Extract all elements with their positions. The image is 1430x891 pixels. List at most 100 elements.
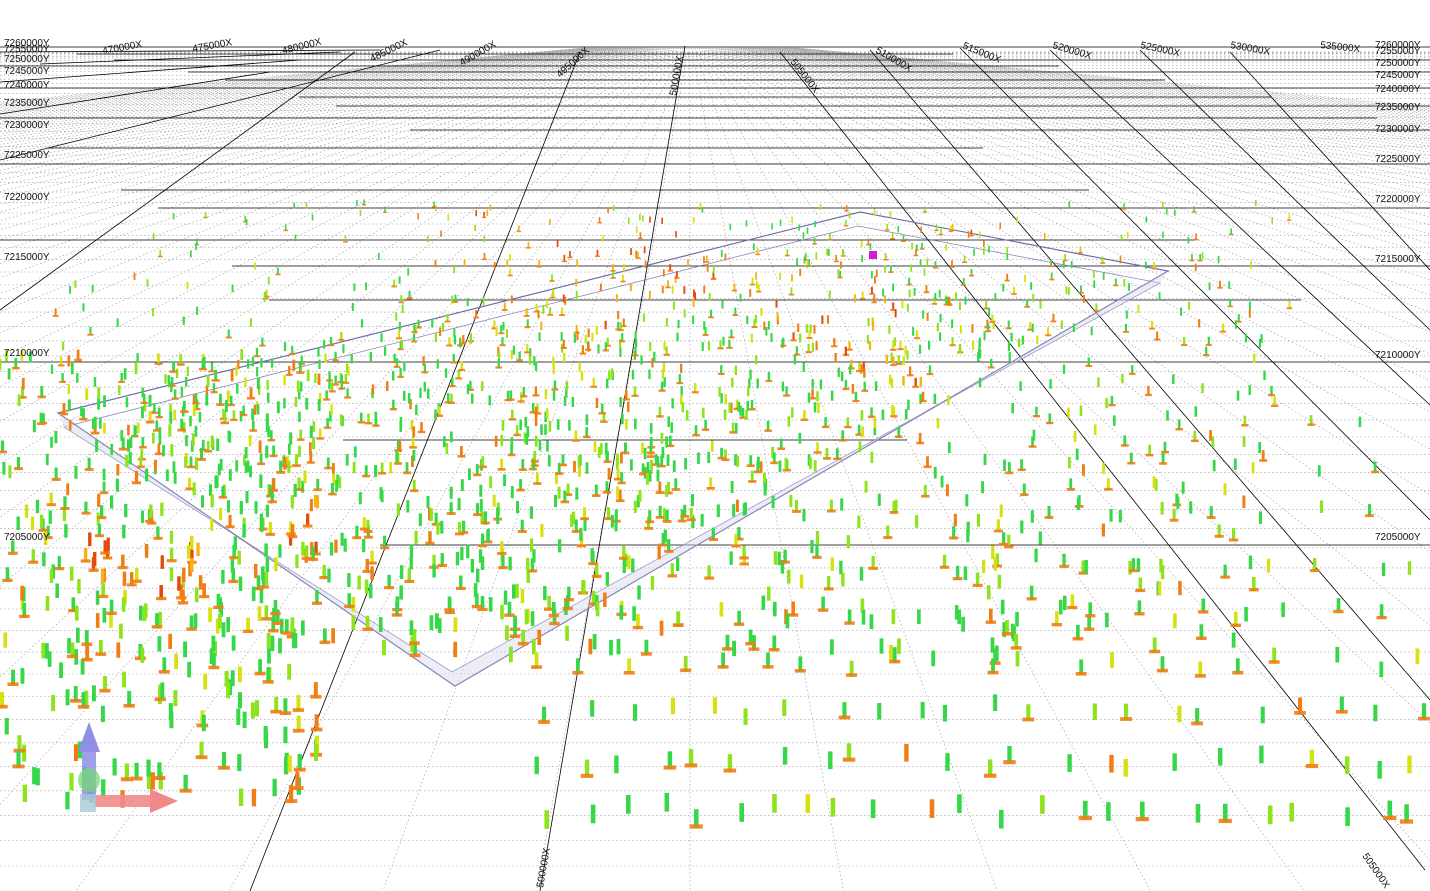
sample-marker	[230, 369, 234, 382]
sample-marker-tail	[145, 420, 155, 424]
sample-marker	[814, 220, 816, 228]
sample-marker	[174, 653, 178, 669]
sample-marker	[283, 375, 286, 385]
sample-marker-tail	[580, 773, 594, 778]
sample-marker	[750, 399, 754, 411]
y-axis-label-left: 7215000Y	[4, 252, 50, 263]
sample-marker	[109, 613, 113, 628]
sample-marker	[278, 638, 282, 654]
sample-marker-tail	[684, 763, 698, 768]
sample-marker	[1407, 561, 1412, 575]
sample-marker	[242, 517, 246, 531]
sample-marker	[212, 653, 216, 669]
sample-marker-tail	[378, 471, 387, 475]
sample-marker-tail	[571, 529, 581, 533]
sample-marker	[367, 413, 370, 425]
sample-marker	[439, 327, 442, 336]
sample-marker	[63, 496, 67, 510]
sample-marker-tail	[1135, 588, 1146, 593]
sample-marker	[565, 595, 570, 610]
sample-marker	[1193, 430, 1197, 442]
sample-marker	[1271, 217, 1273, 224]
sample-marker	[588, 638, 593, 655]
sample-marker	[721, 300, 724, 309]
sample-marker-tail	[319, 640, 331, 645]
sample-marker	[2, 461, 6, 475]
sample-marker	[906, 350, 909, 360]
sample-marker	[1252, 576, 1256, 591]
sample-marker-tail	[768, 647, 780, 652]
sample-marker	[172, 361, 175, 373]
sample-marker	[691, 494, 694, 507]
sample-marker	[1157, 581, 1162, 596]
sample-marker-tail	[987, 366, 995, 369]
sample-marker	[273, 600, 278, 615]
sample-marker	[1248, 301, 1251, 310]
sample-marker	[1162, 202, 1164, 208]
sample-marker	[816, 391, 819, 402]
sample-marker	[978, 377, 982, 388]
sample-marker-tail	[391, 613, 403, 617]
sample-marker	[212, 383, 216, 393]
sample-marker	[136, 353, 139, 363]
sample-marker	[634, 331, 637, 341]
sample-marker	[475, 593, 479, 608]
sample-marker-tail	[444, 320, 451, 323]
sample-marker	[260, 358, 263, 368]
sample-marker	[572, 511, 576, 525]
sample-marker	[671, 398, 674, 409]
sample-marker-tail	[1093, 309, 1100, 312]
sample-marker	[860, 598, 865, 613]
sample-marker	[152, 432, 155, 444]
sample-marker	[364, 579, 369, 594]
sample-marker	[521, 459, 525, 471]
selected-point-marker[interactable]	[869, 251, 877, 259]
sample-marker	[265, 504, 269, 518]
sample-marker	[786, 249, 789, 257]
sample-marker	[74, 280, 77, 288]
sample-marker	[93, 377, 97, 387]
sample-marker	[1082, 294, 1085, 303]
sample-marker	[311, 546, 315, 561]
sample-marker	[667, 539, 671, 553]
sample-marker	[368, 584, 373, 599]
sample-marker	[983, 247, 985, 255]
sample-marker	[4, 718, 9, 735]
sample-marker	[350, 354, 353, 364]
sample-marker	[665, 318, 668, 327]
sample-marker	[526, 557, 530, 572]
sample-marker	[264, 605, 269, 620]
sample-marker	[973, 249, 975, 256]
sample-marker	[397, 330, 400, 339]
sample-marker	[520, 588, 525, 604]
sample-marker	[756, 378, 759, 389]
sample-marker	[1105, 612, 1109, 628]
minor-grid-line	[716, 47, 1430, 313]
sample-marker-tail	[210, 391, 218, 394]
sample-marker	[228, 514, 232, 528]
sample-marker-tail	[267, 500, 277, 504]
sample-marker	[1029, 321, 1032, 331]
sample-marker	[97, 523, 101, 537]
sample-marker	[840, 371, 844, 382]
sample-marker	[432, 554, 436, 569]
sample-marker-tail	[261, 617, 272, 621]
orientation-triad[interactable]	[78, 722, 178, 813]
sample-marker-tail	[281, 631, 293, 635]
sample-marker	[751, 277, 754, 286]
sample-marker	[317, 373, 321, 385]
sample-marker	[766, 652, 770, 669]
sample-marker-tail	[549, 621, 560, 626]
sample-marker	[488, 395, 491, 406]
sample-marker-tail	[603, 460, 612, 463]
sample-marker	[97, 397, 100, 410]
selected-point-cube[interactable]	[869, 251, 877, 259]
sample-marker	[625, 419, 628, 430]
sample-marker	[1109, 754, 1114, 773]
sample-marker	[571, 396, 575, 407]
sample-marker	[139, 456, 143, 468]
sample-marker	[303, 470, 307, 484]
sample-marker	[347, 366, 350, 376]
sample-marker	[398, 276, 401, 284]
